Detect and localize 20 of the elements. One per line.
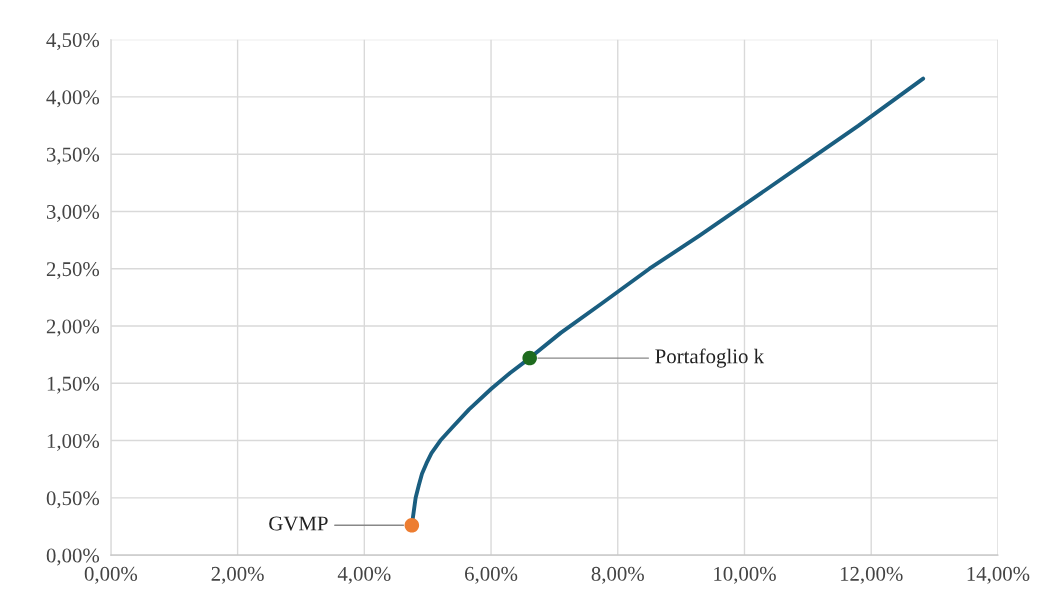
x-tick-label: 4,00% xyxy=(337,566,391,584)
y-tick-label: 1,50% xyxy=(47,376,100,394)
y-tick-label: 0,00% xyxy=(46,548,100,566)
x-tick-label: 2,00% xyxy=(211,566,264,584)
x-tick-label: 12,00% xyxy=(840,566,903,584)
y-tick-label: 4,00% xyxy=(46,90,100,108)
annotation: GVMP xyxy=(269,516,328,531)
y-tick-label: 1,00% xyxy=(47,433,100,451)
x-tick-label: 8,00% xyxy=(591,566,644,584)
x-tick-label: 10,00% xyxy=(714,566,776,584)
y-tick-label: 3,00% xyxy=(46,204,100,222)
y-tick-label: 2,00% xyxy=(46,319,100,337)
annotation: Portafoglio k xyxy=(655,348,765,368)
y-tick-label: 2,50% xyxy=(46,262,100,280)
x-tick-label: 14,00% xyxy=(967,566,1030,584)
y-tick-label: 3,50% xyxy=(46,147,100,165)
y-tick-label: 4,50% xyxy=(46,33,100,51)
x-tick-label: 6,00% xyxy=(465,566,518,584)
x-tick-label: 0,00% xyxy=(84,566,138,584)
y-tick-label: 0,50% xyxy=(46,491,100,509)
